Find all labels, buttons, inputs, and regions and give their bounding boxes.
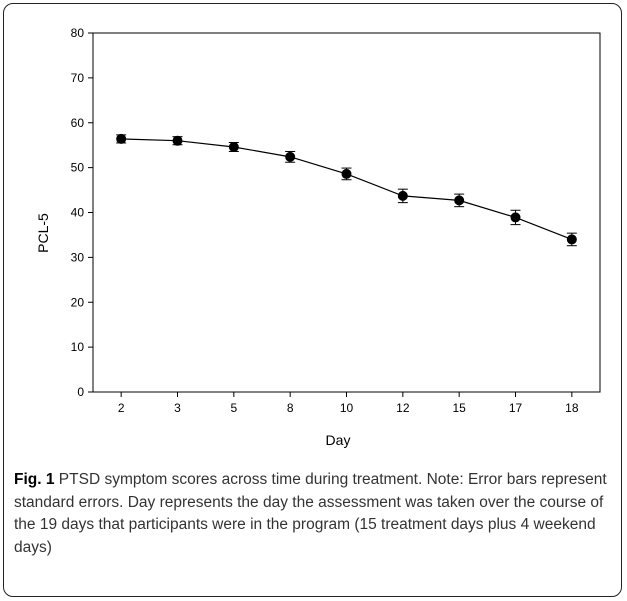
x-tick-label: 3 — [174, 401, 181, 415]
data-point — [341, 168, 352, 179]
y-tick-label: 0 — [77, 385, 84, 399]
x-tick-label: 5 — [230, 401, 237, 415]
x-tick-label: 10 — [340, 401, 354, 415]
plot-frame — [92, 32, 601, 393]
line-chart: 0 10 20 30 40 50 60 70 80 2 3 5 8 10 12 15 17 18 Day PCL-… — [35, 26, 601, 448]
figure-label: Fig. 1 — [14, 471, 55, 488]
y-tick-label: 10 — [71, 340, 85, 354]
series-line — [121, 138, 573, 240]
plot-area: 0 10 20 30 40 50 60 70 80 2 3 5 8 10 12 15 17 18 — [71, 26, 601, 415]
x-tick-label: 18 — [565, 401, 579, 415]
data-point — [397, 190, 408, 201]
x-tick-label: 12 — [396, 401, 410, 415]
x-tick-label: 15 — [452, 401, 466, 415]
data-point — [228, 141, 239, 152]
data-point — [285, 151, 296, 162]
y-tick-label: 20 — [71, 295, 85, 309]
y-tick-label: 80 — [71, 26, 85, 40]
y-tick-label: 70 — [71, 71, 85, 85]
figure-caption: Fig. 1 PTSD symptom scores across time d… — [14, 469, 610, 559]
x-tick-label: 17 — [509, 401, 523, 415]
data-point — [172, 135, 183, 146]
figure-frame — [3, 3, 622, 597]
data-point — [510, 212, 521, 223]
x-axis-label: Day — [326, 432, 351, 448]
y-tick-label: 50 — [71, 161, 85, 175]
data-point — [454, 195, 465, 206]
x-tick-label: 2 — [118, 401, 125, 415]
y-tick-label: 40 — [71, 206, 85, 220]
data-point — [566, 234, 577, 245]
figure-caption-text: PTSD symptom scores across time during t… — [14, 471, 607, 556]
y-axis-label: PCL-5 — [35, 213, 51, 253]
data-point — [116, 133, 127, 144]
x-tick-label: 8 — [287, 401, 294, 415]
y-tick-label: 30 — [71, 250, 85, 264]
y-tick-label: 60 — [71, 116, 85, 130]
